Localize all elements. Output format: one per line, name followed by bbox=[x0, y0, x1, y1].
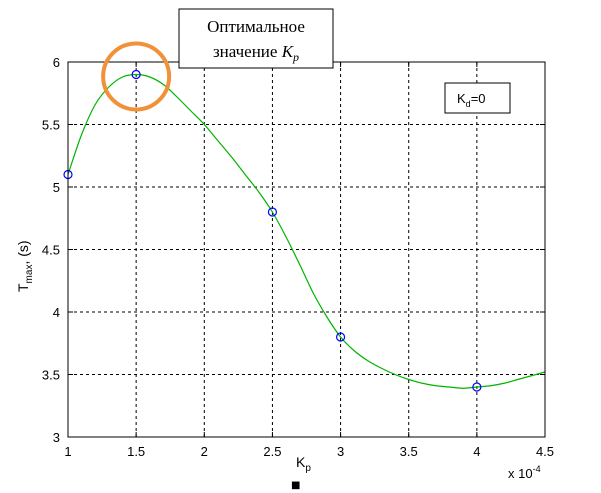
x-tick-label: 2.5 bbox=[263, 444, 281, 459]
axis-ticks bbox=[67, 61, 546, 438]
plot-area bbox=[68, 62, 545, 437]
x-axis-label-sub: p bbox=[305, 463, 311, 474]
y-axis-label-suffix: , (s) bbox=[15, 240, 31, 264]
x-axis-multiplier-exp: -4 bbox=[533, 464, 541, 474]
y-tick-labels: 3 3.5 4 4.5 5 5.5 6 bbox=[42, 55, 60, 445]
y-axis-label-main: T bbox=[15, 283, 31, 292]
y-tick-label: 5.5 bbox=[42, 118, 60, 133]
x-axis-multiplier: x 10-4 bbox=[508, 464, 541, 481]
y-axis-label: Tmax, (s) bbox=[15, 240, 35, 292]
data-point bbox=[472, 382, 482, 392]
y-axis-label-sub: max bbox=[24, 265, 35, 284]
y-tick-label: 5 bbox=[53, 180, 60, 195]
legend-main: K bbox=[457, 91, 466, 106]
legend-suffix: =0 bbox=[471, 91, 486, 106]
y-tick-label: 4 bbox=[53, 305, 60, 320]
x-axis-label: Kp bbox=[296, 454, 311, 474]
x-axis-label-marker: ■ bbox=[291, 480, 300, 491]
annotation-line2-word: значение bbox=[213, 42, 278, 61]
x-tick-label: 3.5 bbox=[400, 444, 418, 459]
fit-curve bbox=[67, 73, 546, 389]
x-tick-label: 1 bbox=[64, 444, 71, 459]
x-axis-label-main: K bbox=[296, 454, 306, 470]
x-tick-label: 3 bbox=[337, 444, 344, 459]
x-tick-labels: 1 1.5 2 2.5 3 3.5 4 4.5 bbox=[64, 444, 554, 459]
data-point bbox=[335, 332, 346, 342]
data-point bbox=[131, 69, 141, 80]
x-tick-label: 1.5 bbox=[127, 444, 145, 459]
annotation-var-sub: p bbox=[292, 50, 299, 64]
y-tick-label: 6 bbox=[53, 55, 60, 70]
x-tick-label: 4 bbox=[473, 444, 480, 459]
legend-text: Kd=0 bbox=[457, 91, 486, 109]
data-point bbox=[267, 207, 278, 217]
annotation-line2: значение Kp bbox=[213, 42, 299, 64]
y-tick-label: 4.5 bbox=[42, 243, 60, 258]
y-tick-label: 3.5 bbox=[42, 368, 60, 383]
annotation-var: K bbox=[281, 42, 295, 61]
annotation-box bbox=[178, 8, 334, 69]
legend-box bbox=[444, 82, 511, 114]
optimum-highlight-circle bbox=[101, 41, 172, 112]
x-tick-label: 4.5 bbox=[536, 444, 554, 459]
x-tick-label: 2 bbox=[201, 444, 208, 459]
legend-sub: d bbox=[466, 99, 471, 109]
annotation-line1: Оптимальное bbox=[207, 17, 305, 36]
x-axis-multiplier-base: x 10 bbox=[508, 466, 533, 481]
y-tick-label: 3 bbox=[53, 430, 60, 445]
